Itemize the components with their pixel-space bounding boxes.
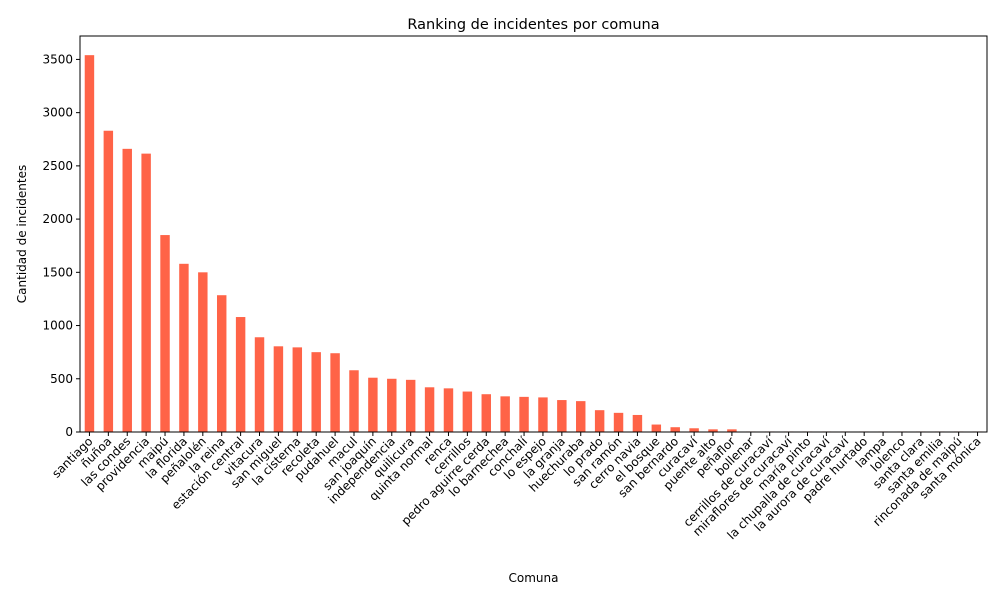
bar (84, 55, 95, 433)
y-tick-label: 2500 (42, 159, 73, 173)
x-axis-title: Comuna (509, 571, 559, 585)
y-tick-label: 1000 (42, 319, 73, 333)
plot-frame (79, 35, 988, 433)
bar (330, 353, 340, 432)
bar (708, 429, 718, 432)
bar (292, 347, 303, 432)
bar (216, 295, 227, 432)
bar (538, 397, 548, 432)
y-tick-label: 3000 (42, 106, 73, 120)
bars-group (84, 55, 983, 433)
bar (613, 412, 624, 432)
bar (273, 346, 284, 432)
bar (387, 378, 397, 432)
bar (160, 235, 170, 432)
y-tick-label: 1500 (42, 265, 73, 279)
bar (349, 370, 359, 432)
bar (368, 377, 378, 432)
chart-title: Ranking de incidentes por comuna (407, 17, 659, 33)
bar (254, 337, 265, 432)
y-axis: 0 500 1000 1500 2000 2500 3000 3500 (42, 52, 80, 439)
bar (481, 394, 491, 432)
bar (576, 401, 586, 432)
bar (235, 317, 246, 432)
bar (594, 410, 605, 432)
bar (462, 391, 473, 432)
bar (405, 379, 416, 432)
y-tick-label: 500 (50, 372, 73, 386)
y-axis-title: Cantidad de incidentes (15, 165, 29, 303)
bar (311, 352, 321, 432)
bar (424, 387, 435, 432)
bar (689, 428, 699, 432)
bar (651, 424, 662, 432)
y-tick-label: 3500 (42, 52, 73, 66)
y-tick-label: 0 (65, 425, 73, 439)
y-tick-label: 2000 (42, 212, 73, 226)
bar (443, 388, 454, 432)
bar (670, 427, 680, 432)
bar (500, 396, 510, 432)
bar (727, 429, 737, 432)
bar (122, 148, 132, 432)
bar (632, 414, 643, 432)
bar (198, 272, 208, 432)
bar (103, 130, 114, 432)
bar (519, 396, 529, 432)
bar (557, 400, 567, 432)
bar (141, 153, 151, 432)
bar (179, 263, 189, 432)
